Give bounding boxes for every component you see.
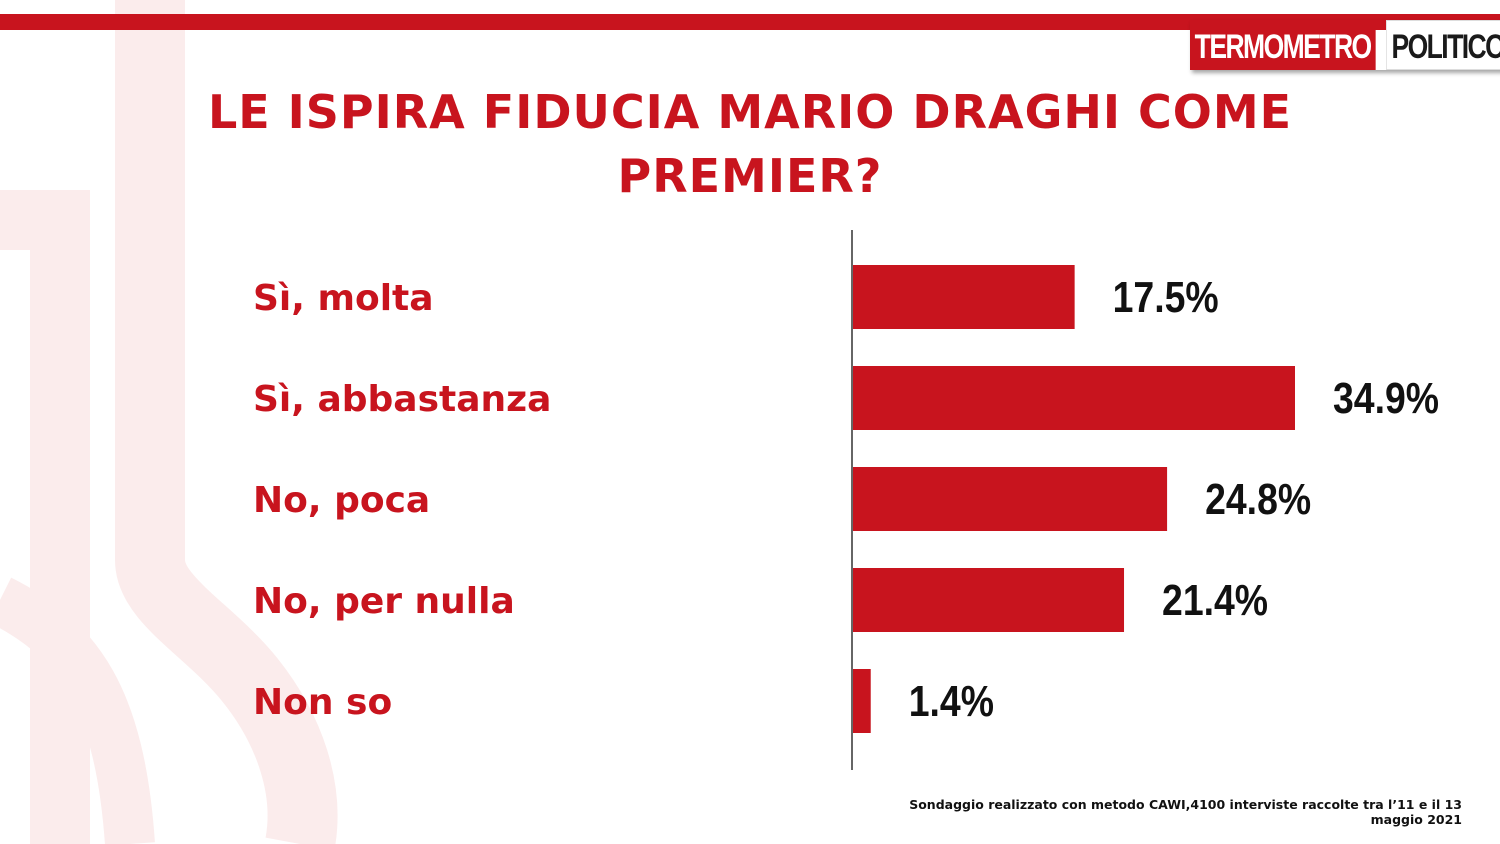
logo-text-politico: POLITICO: [1385, 20, 1500, 70]
category-label: No, poca: [253, 480, 430, 521]
category-label: Non so: [253, 682, 392, 723]
data-label: 21.4%: [1162, 575, 1268, 625]
data-label: 17.5%: [1113, 272, 1219, 322]
logo-text-termometro: TERMOMETRO: [1190, 20, 1376, 70]
category-label: Sì, molta: [253, 278, 434, 319]
data-label: 34.9%: [1333, 373, 1439, 423]
chart-title: LE ISPIRA FIDUCIA MARIO DRAGHI COME PREM…: [207, 85, 1293, 203]
bar: [853, 568, 1125, 632]
brand-logo: TERMOMETRO POLITICO: [1190, 20, 1500, 70]
bar: [853, 669, 871, 733]
survey-footnote: Sondaggio realizzato con metodo CAWI,410…: [909, 797, 1462, 827]
bar: [853, 265, 1075, 329]
data-label: 24.8%: [1205, 474, 1311, 524]
bar: [853, 366, 1295, 430]
top-accent-bar: [0, 14, 1500, 30]
category-label: No, per nulla: [253, 581, 515, 622]
category-label: Sì, abbastanza: [253, 379, 551, 420]
bar: [853, 467, 1168, 531]
data-label: 1.4%: [909, 676, 994, 726]
